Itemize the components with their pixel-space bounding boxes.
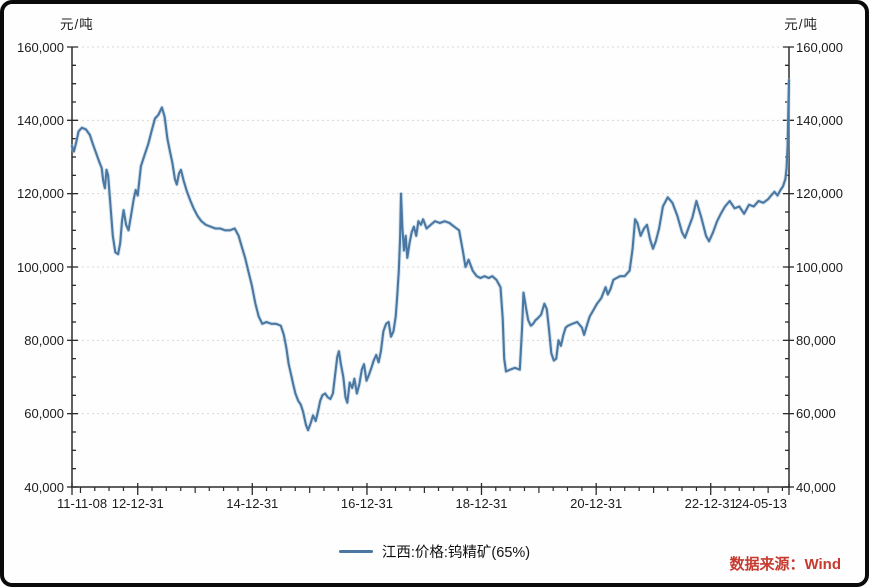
x-tick-label: 14-12-31 <box>226 496 279 511</box>
y-tick-label-right: 120,000 <box>796 186 843 202</box>
y-tick-label-left: 140,000 <box>17 112 64 128</box>
legend-series-label: 江西:价格:钨精矿(65%) <box>381 545 531 561</box>
y-tick-label-right: 40,000 <box>796 479 836 495</box>
y-tick-label-left: 60,000 <box>24 406 64 422</box>
y-tick-label-left: 40,000 <box>24 479 64 495</box>
y-tick-label-left: 80,000 <box>24 332 64 348</box>
legend-line-swatch <box>338 550 373 553</box>
y-axis-unit-left: 元/吨 <box>60 17 94 32</box>
y-tick-label-right: 140,000 <box>796 112 843 128</box>
x-tick-label: 18-12-31 <box>455 496 508 511</box>
y-tick-label-left: 120,000 <box>17 186 64 202</box>
y-tick-label-left: 100,000 <box>17 259 64 275</box>
legend: 江西:价格:钨精矿(65%) <box>4 541 865 562</box>
y-tick-label-right: 100,000 <box>796 259 843 275</box>
x-tick-label: 22-12-31 <box>684 496 737 511</box>
y-tick-label-right: 80,000 <box>796 332 836 348</box>
x-tick-label: 12-12-31 <box>111 496 164 511</box>
x-tick-label: 20-12-31 <box>570 496 623 511</box>
data-source-note: 数据来源：Wind <box>729 556 841 573</box>
x-tick-label: 11-11-08 <box>56 496 108 511</box>
price-line-chart <box>67 46 794 495</box>
y-tick-label-right: 60,000 <box>796 406 836 422</box>
y-axis-unit-right: 元/吨 <box>784 17 818 32</box>
y-tick-label-right: 160,000 <box>796 39 843 55</box>
y-tick-label-left: 160,000 <box>17 39 64 55</box>
x-tick-label: 16-12-31 <box>340 496 393 511</box>
x-tick-label: 24-05-13 <box>734 496 788 511</box>
